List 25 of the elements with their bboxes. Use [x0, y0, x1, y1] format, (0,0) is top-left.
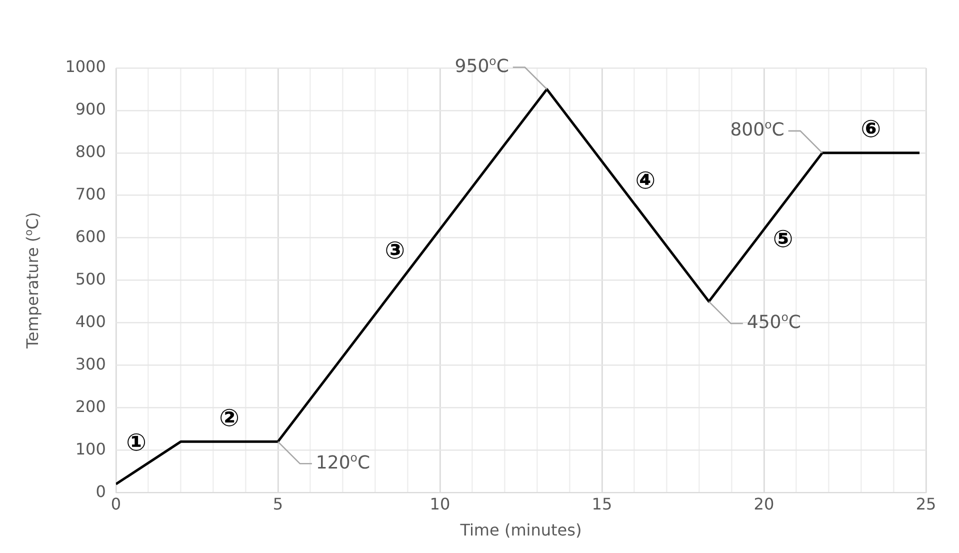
y-tick-label: 900 [75, 100, 106, 119]
x-tick-label: 15 [592, 494, 612, 514]
x-tick-label: 25 [916, 494, 936, 514]
y-tick-label: 400 [75, 312, 106, 331]
y-tick-label: 500 [75, 269, 106, 288]
annotation: ③ [384, 236, 406, 264]
x-tick-label: 20 [754, 494, 774, 514]
x-axis-title: Time (minutes) [459, 520, 582, 540]
y-tick-label: 800 [75, 142, 106, 162]
x-tick-label: 5 [272, 494, 284, 514]
x-tick-label: 0 [110, 494, 122, 514]
y-tick-label: 600 [75, 226, 106, 246]
annotation: ⑥ [860, 115, 882, 144]
annotation: ① [126, 428, 146, 457]
annotation: ⑤ [772, 224, 794, 253]
annotation: ④ [635, 166, 656, 194]
y-tick-label: 100 [75, 439, 106, 458]
y-tick-label: 200 [75, 396, 106, 416]
x-tick-label: 10 [430, 494, 450, 514]
y-tick-label: 1000 [65, 57, 106, 76]
annotation: ② [219, 404, 240, 432]
y-axis-title: Temperature (oC) [22, 212, 42, 350]
y-tick-label: 0 [96, 482, 106, 501]
y-tick-label: 700 [75, 184, 106, 204]
y-tick-label: 300 [75, 354, 106, 374]
